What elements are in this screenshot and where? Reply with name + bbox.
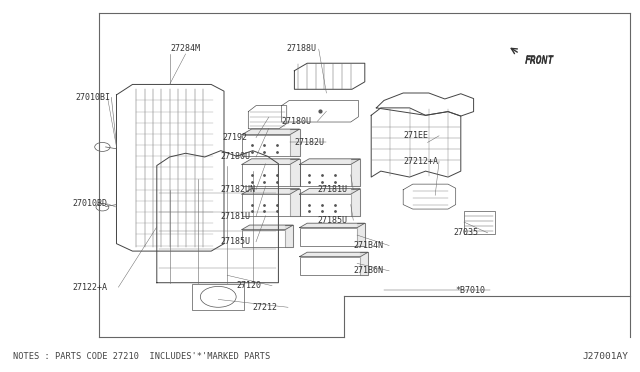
Polygon shape [300,159,360,164]
Text: FRONT: FRONT [525,55,554,65]
Bar [300,257,360,275]
Text: 27284M: 27284M [171,44,200,53]
Polygon shape [357,223,365,246]
Text: 271B6N: 271B6N [353,266,383,275]
Text: 27010BD: 27010BD [72,199,108,208]
Text: 27182U: 27182U [294,138,324,147]
Polygon shape [242,129,300,135]
Bar [242,194,290,216]
Bar [300,194,351,216]
Polygon shape [290,159,300,186]
Text: 271B4N: 271B4N [353,241,383,250]
Text: 27182UN: 27182UN [220,185,255,194]
Polygon shape [242,159,300,164]
Polygon shape [360,252,368,275]
Text: 27010BI: 27010BI [76,93,111,102]
Polygon shape [300,189,360,194]
Text: 27181U: 27181U [317,185,348,194]
Bar [242,135,290,156]
Text: 27185U: 27185U [220,237,250,246]
Text: 27035: 27035 [453,228,478,237]
Text: 27122+A: 27122+A [72,283,108,292]
Polygon shape [351,189,360,216]
Text: 27181U: 27181U [220,212,250,221]
Text: 27120: 27120 [237,281,262,290]
Bar [192,284,244,310]
Polygon shape [351,159,360,186]
Text: 27180U: 27180U [282,117,312,126]
Text: *B7010: *B7010 [456,286,486,295]
Bar [242,230,285,247]
Text: 27212: 27212 [252,303,277,312]
Polygon shape [290,189,300,216]
Text: J27001AY: J27001AY [582,352,628,361]
Bar [464,211,495,234]
Text: 27192: 27192 [223,133,248,142]
Bar [300,228,357,246]
Polygon shape [242,189,300,194]
Text: FRONT: FRONT [525,57,554,66]
Polygon shape [300,252,368,257]
Text: 271EE: 271EE [403,131,428,140]
Text: 27185U: 27185U [317,216,348,225]
Polygon shape [290,129,300,156]
Text: 27188U: 27188U [287,44,317,53]
Polygon shape [285,225,293,247]
Polygon shape [300,223,365,228]
Text: 27212+A: 27212+A [403,157,438,166]
Bar [242,164,290,186]
Bar [300,164,351,186]
Text: 27180U: 27180U [220,153,250,161]
Text: NOTES : PARTS CODE 27210  INCLUDES'*'MARKED PARTS: NOTES : PARTS CODE 27210 INCLUDES'*'MARK… [13,352,270,361]
Polygon shape [242,225,293,230]
